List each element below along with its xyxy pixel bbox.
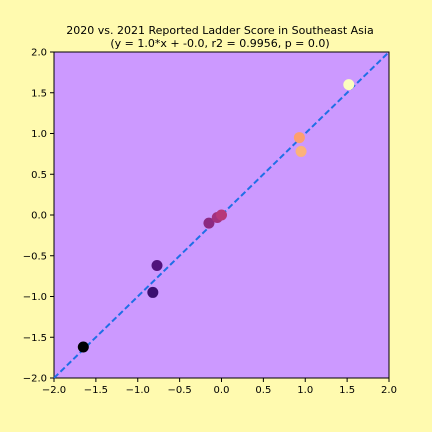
x-tick-label: −0.5 — [167, 385, 191, 396]
chart-subtitle: (y = 1.0*x + -0.0, r2 = 0.9956, p = 0.0) — [110, 37, 329, 50]
points-layer — [77, 79, 355, 353]
y-tick-label: 0.5 — [31, 170, 47, 181]
x-tick-label: 2.0 — [381, 385, 397, 396]
data-point-0 — [77, 341, 89, 353]
y-tick-label: −0.5 — [23, 251, 47, 262]
x-tick-label: −1.0 — [126, 385, 150, 396]
y-tick-label: 0.0 — [31, 211, 47, 222]
x-tick-label: 1.0 — [297, 385, 313, 396]
data-point-8 — [343, 79, 355, 91]
data-point-1 — [147, 286, 159, 298]
y-tick-label: −1.5 — [23, 333, 47, 344]
x-axis: −2.0 −1.5 −1.0 −0.5 0.0 0.5 1.0 1.5 2.0 — [42, 378, 397, 396]
y-axis: −2.0 −1.5 −1.0 −0.5 0.0 0.5 1.0 1.5 2.0 — [23, 48, 54, 385]
y-tick-label: 2.0 — [31, 48, 47, 59]
y-tick-label: 1.5 — [31, 88, 47, 99]
data-point-6 — [293, 132, 305, 144]
data-point-2 — [151, 260, 163, 272]
x-tick-label: 0.0 — [214, 385, 230, 396]
x-tick-label: 1.5 — [339, 385, 355, 396]
x-tick-label: 0.5 — [255, 385, 271, 396]
data-point-3 — [203, 217, 215, 229]
y-tick-label: −1.0 — [23, 292, 47, 303]
regression-line — [53, 51, 390, 379]
data-point-5 — [216, 209, 227, 221]
y-tick-label: −2.0 — [23, 374, 47, 385]
chart-title: 2020 vs. 2021 Reported Ladder Score in S… — [66, 24, 373, 37]
data-point-7 — [295, 145, 307, 157]
x-tick-label: −1.5 — [84, 385, 108, 396]
x-tick-label: −2.0 — [42, 385, 66, 396]
y-tick-label: 1.0 — [31, 129, 47, 140]
